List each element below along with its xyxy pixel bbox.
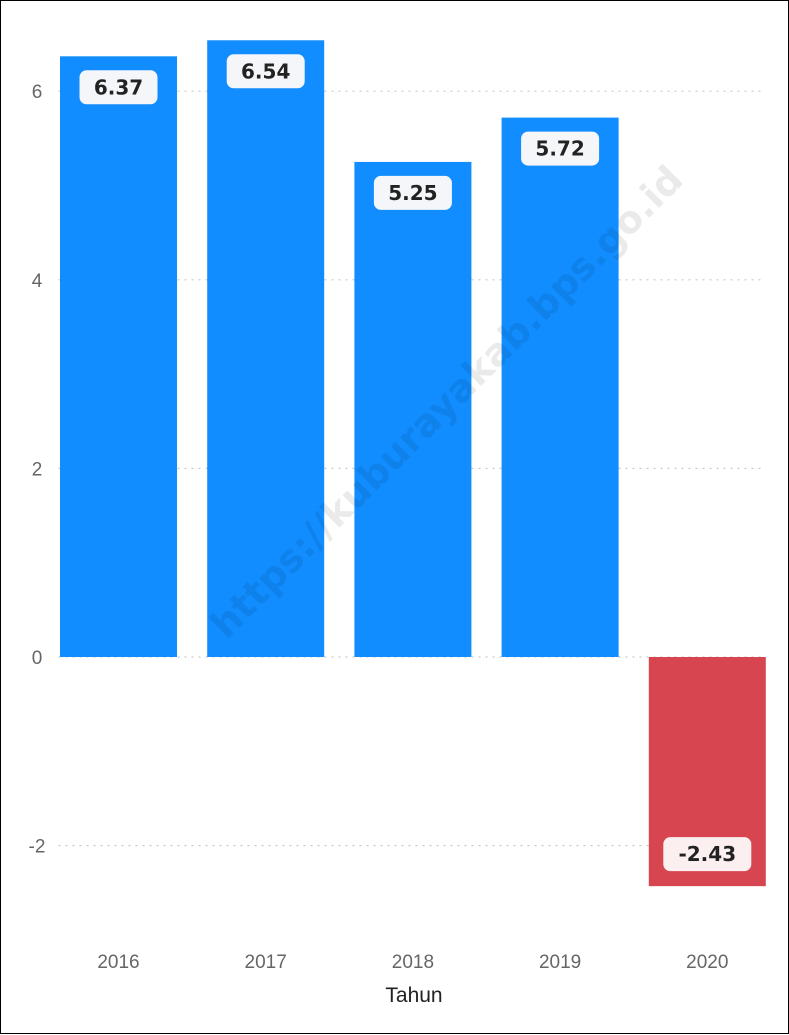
x-axis-ticks: 2016 2017 2018 2019 2020 — [97, 952, 728, 973]
x-tick-label: 2017 — [245, 952, 287, 973]
data-label: 5.72 — [535, 137, 584, 161]
y-tick-label: 4 — [32, 271, 43, 292]
data-labels: 6.37 6.54 5.25 5.72 -2.43 — [79, 54, 752, 872]
y-tick-label: 2 — [32, 459, 43, 480]
bar-2017 — [207, 40, 325, 657]
data-label: -2.43 — [678, 842, 736, 866]
bar-2018 — [354, 161, 472, 658]
bar-2016 — [60, 56, 177, 657]
y-tick-label: 0 — [32, 648, 43, 669]
data-label-box — [373, 175, 452, 210]
x-tick-label: 2018 — [392, 952, 434, 973]
x-tick-label: 2020 — [686, 952, 728, 973]
data-label-box — [79, 70, 158, 105]
x-tick-label: 2016 — [97, 952, 139, 973]
y-tick-label: -2 — [29, 837, 46, 858]
x-tick-label: 2019 — [539, 952, 581, 973]
data-label-box — [663, 837, 752, 872]
data-label: 5.25 — [388, 181, 437, 205]
data-label: 6.37 — [94, 75, 143, 99]
data-label-box — [226, 54, 305, 89]
x-axis-title: Tahun — [385, 984, 442, 1007]
y-axis-ticks: 6 4 2 0 -2 — [29, 82, 46, 857]
y-tick-label: 6 — [32, 82, 43, 103]
data-label: 6.54 — [241, 59, 290, 83]
bar-2019 — [501, 117, 619, 657]
data-label-box — [521, 131, 600, 166]
